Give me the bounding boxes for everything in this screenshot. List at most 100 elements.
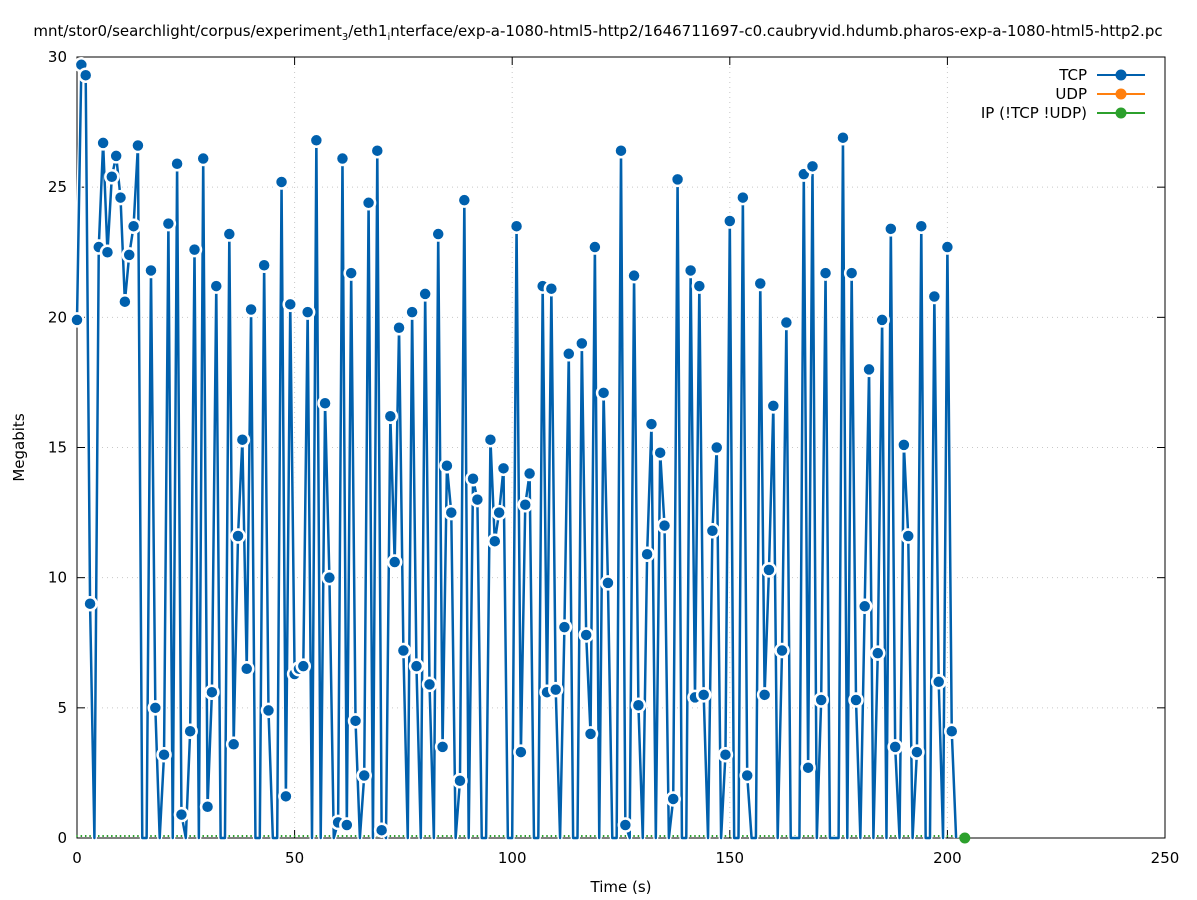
tcp-point [321, 569, 338, 586]
title-part: mnt/stor0/searchlight/corpus/experiment [33, 22, 342, 40]
legend-marker [1115, 107, 1127, 119]
tcp-point [130, 137, 146, 154]
plot-border [76, 56, 1166, 839]
tcp-point [761, 562, 777, 578]
tcp-point [735, 189, 751, 206]
tcp-point [739, 767, 755, 784]
tcp-point [182, 723, 198, 740]
tcp-point [870, 645, 886, 661]
tcp-point [578, 627, 594, 643]
tcp-point [587, 239, 603, 255]
tcp-point [208, 278, 225, 294]
x-tick-label: 150 [715, 849, 744, 867]
tcp-point [722, 213, 738, 229]
tcp-point [169, 155, 185, 172]
tcp-point [848, 692, 864, 708]
legend-label: UDP [1055, 85, 1087, 103]
tcp-point [669, 171, 686, 188]
tcp-point [756, 687, 773, 703]
tcp-point [391, 319, 407, 336]
tcp-point [652, 444, 668, 461]
tcp-point [117, 293, 133, 310]
tcp-point [595, 385, 612, 401]
x-tick-label: 250 [1151, 849, 1180, 867]
tcp-point [173, 806, 190, 823]
tcp-point [708, 439, 725, 456]
tcp-point [434, 739, 451, 755]
tcp-point [104, 169, 120, 185]
tcp-point [691, 278, 708, 294]
y-axis-label: Megabits [10, 413, 28, 481]
tcp-point [491, 504, 507, 521]
tcp-point [639, 546, 655, 562]
tcp-point [574, 335, 590, 352]
legend-marker [1115, 88, 1127, 100]
tcp-point [221, 226, 238, 242]
tcp-point [443, 504, 460, 521]
tcp-point [939, 239, 956, 255]
tcp-point [339, 817, 355, 833]
tcp-point [944, 723, 960, 740]
tcp-point [543, 280, 560, 297]
tcp-point [308, 132, 325, 149]
tcp-point [282, 296, 298, 313]
tcp-point [299, 304, 316, 320]
tcp-point [160, 215, 177, 232]
tcp-point [582, 726, 599, 742]
tcp-point [417, 286, 433, 302]
tcp-point [765, 398, 782, 414]
tcp-point [234, 431, 251, 448]
tcp-point [561, 346, 577, 362]
tcp-point [774, 642, 790, 659]
y-tick-label: 15 [48, 439, 67, 457]
tcp-point [395, 642, 412, 659]
title-part: /eth1 [348, 22, 387, 40]
tcp-point [317, 395, 333, 411]
tcp-point [856, 598, 873, 615]
tcp-point [508, 218, 525, 234]
tcp-point [835, 129, 851, 146]
tcp-point [656, 517, 673, 534]
tcp-point [204, 684, 220, 700]
tcp-point [334, 150, 351, 167]
x-tick-label: 50 [285, 849, 304, 867]
tcp-point [143, 262, 159, 279]
tcp-point [273, 174, 290, 190]
tcp-point [82, 595, 98, 612]
tcp-point [108, 148, 124, 164]
legend-marker [1115, 69, 1127, 81]
tcp-point [517, 497, 534, 513]
tcp-point [896, 437, 912, 453]
tcp-point [225, 736, 242, 753]
tcp-point [195, 150, 211, 167]
tcp-point [682, 262, 699, 279]
tcp-point [295, 658, 312, 674]
title-subscript: i [387, 32, 390, 43]
tcp-point [452, 772, 468, 789]
tcp-point [95, 135, 111, 151]
tcp-point [186, 241, 203, 258]
y-tick-label: 0 [57, 829, 67, 847]
tcp-point [465, 470, 481, 487]
tcp-point [386, 554, 403, 570]
tcp-point [278, 788, 294, 805]
tcp-point [125, 218, 142, 234]
tcp-point [256, 257, 272, 274]
tcp-point [112, 189, 129, 206]
title-part: nterface/exp-a-1080-html5-http2/16467116… [390, 22, 1162, 40]
tcp-point [260, 702, 277, 719]
y-tick-label: 25 [48, 178, 67, 196]
tcp-point [617, 817, 634, 833]
tcp-point [408, 658, 425, 674]
tcp-point [643, 416, 660, 432]
x-tick-label: 200 [933, 849, 962, 867]
tcp-point [147, 700, 164, 716]
tcp-point [883, 221, 899, 237]
tcp-point [556, 619, 573, 635]
legend-label: TCP [1058, 66, 1087, 84]
tcp-point [887, 739, 903, 755]
tcp-point [343, 265, 359, 281]
x-axis-label: Time (s) [590, 878, 652, 896]
y-tick-label: 10 [48, 569, 67, 587]
tcp-point [613, 142, 629, 159]
